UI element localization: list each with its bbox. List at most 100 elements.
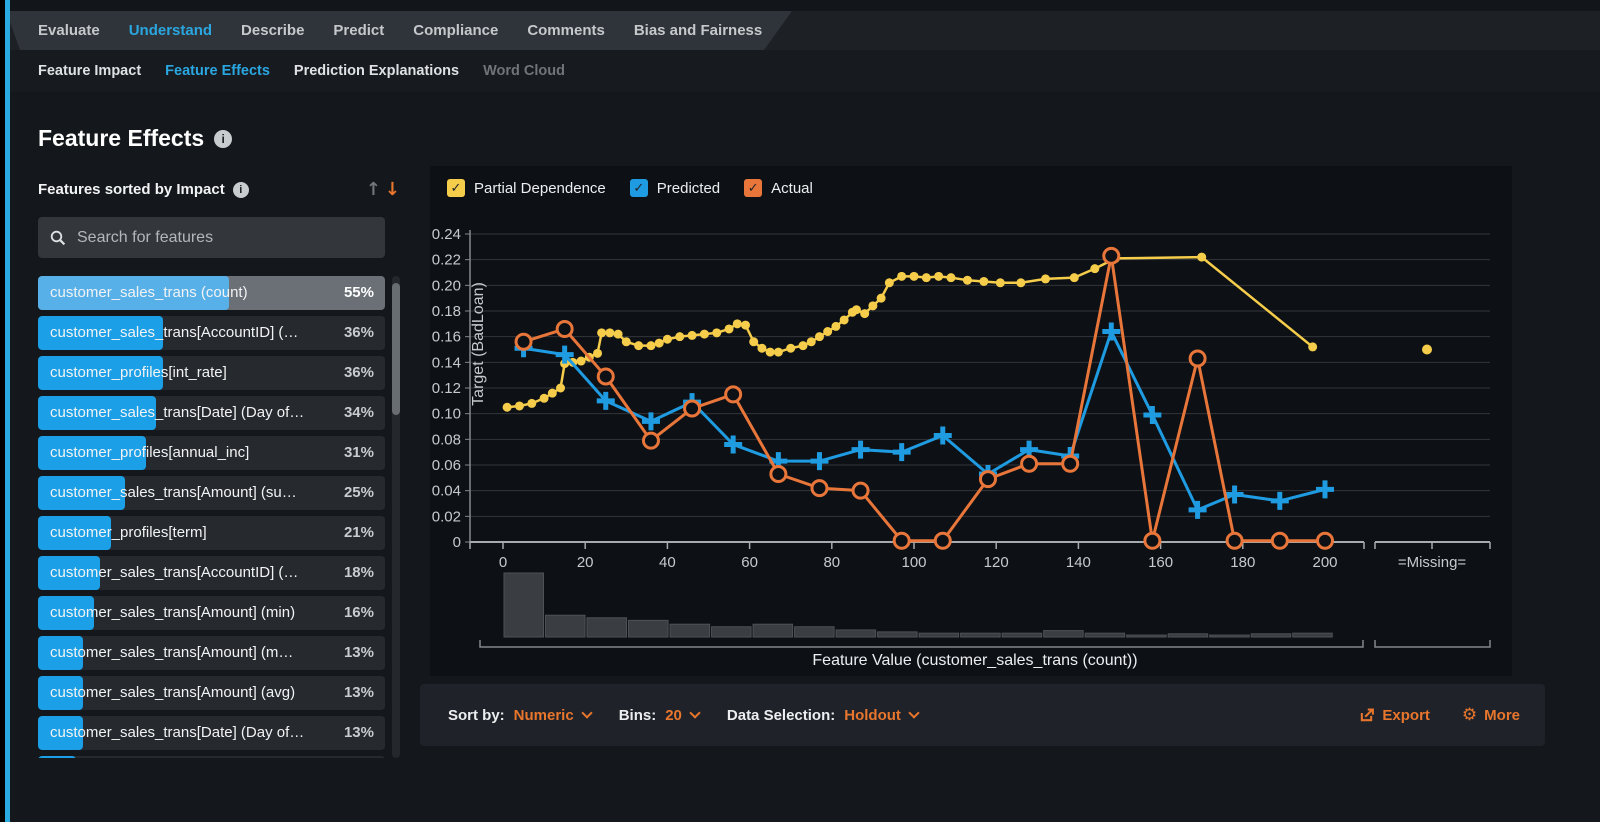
impact-bar [38,396,156,430]
tab-evaluate[interactable]: Evaluate [38,22,100,39]
checkbox-checked-icon[interactable]: ✓ [447,179,465,197]
feature-list-scrollbar[interactable] [392,276,400,758]
subtab-prediction-explanations[interactable]: Prediction Explanations [293,63,460,79]
tab-describe[interactable]: Describe [241,22,305,39]
feature-label: customer_sales_trans[Amount] (avg) [50,684,296,701]
feature-row[interactable]: customer_sales_trans[Amount] (avg) 13% [38,676,385,710]
svg-text:0.18: 0.18 [432,303,461,320]
tab-understand[interactable]: Understand [128,22,213,39]
chart-controls-bar: Sort by: Numeric Bins: 20 Data Selection… [420,684,1545,746]
search-icon [50,230,66,245]
bins-dropdown[interactable]: Bins: 20 [619,707,701,724]
legend-checkbox-actual[interactable]: ✓ Actual [744,179,813,197]
feature-label: customer_profiles[annual_inc] [50,444,250,461]
subtab-feature-impact[interactable]: Feature Impact [38,63,142,79]
search-input[interactable] [75,227,373,248]
left-accent-strip [5,0,10,822]
impact-bar [38,676,84,710]
top-nav-band: Evaluate Understand Describe Predict Com… [0,0,1600,50]
svg-text:180: 180 [1230,554,1255,571]
tab-compliance[interactable]: Compliance [413,22,499,39]
sort-by-dropdown[interactable]: Sort by: Numeric [448,706,593,724]
info-icon[interactable]: i [232,181,249,198]
sort-descending-icon[interactable]: ↓ [384,179,400,200]
impact-percent: 25% [343,484,374,501]
more-button[interactable]: ⚙ More [1462,706,1520,724]
impact-percent: 36% [343,364,374,381]
chevron-down-icon [581,706,593,719]
impact-bar [38,476,125,510]
svg-text:0.22: 0.22 [432,252,461,269]
feature-row[interactable]: customer_profiles[annual_inc] 31% [38,436,385,470]
legend-checkbox-predicted[interactable]: ✓ Predicted [629,179,720,197]
impact-bar [38,516,111,550]
impact-bar [38,756,77,758]
export-button[interactable]: Export [1358,707,1430,724]
impact-percent: 34% [343,404,374,421]
svg-text:0: 0 [499,554,507,571]
feature-label: customer_sales_trans[Amount] (min) [50,604,296,621]
impact-bar [38,596,94,630]
svg-text:0.10: 0.10 [432,406,461,423]
feature-row[interactable]: customer_profiles[term] 21% [38,516,385,550]
page-title-text: Feature Effects [38,125,205,151]
left-edge-strip [0,0,5,822]
svg-text:0.06: 0.06 [432,457,461,474]
chart-actions: Export ⚙ More [1358,706,1520,724]
svg-text:0.08: 0.08 [432,431,461,448]
legend-label: Partial Dependence [474,179,606,197]
feature-label: customer_sales_trans[Amount] (su… [50,484,297,501]
feature-label: customer_sales_trans[Amount] (m… [50,644,294,661]
page-title: Feature Effects i [38,125,233,152]
svg-text:40: 40 [659,554,676,571]
feature-label: customer_profiles[int_rate] [50,364,227,381]
impact-percent: 13% [343,724,374,741]
features-sorted-heading: Features sorted by Impact i ↑ ↓ [38,179,400,200]
feature-search [38,217,385,258]
feature-label: customer_sales_trans[Date] (Day of… [50,404,305,421]
data-selection-label: Data Selection: [726,706,836,724]
data-selection-dropdown[interactable]: Data Selection: Holdout [726,706,920,724]
legend-checkbox-partial-dependence[interactable]: ✓ Partial Dependence [447,179,606,197]
subtab-feature-effects[interactable]: Feature Effects [165,63,270,79]
impact-percent: 13% [343,644,374,661]
impact-bar [38,436,146,470]
feature-row[interactable]: customer_sales_trans[AccountID] (… 18% [38,556,385,590]
feature-impact-list: customer_sales_trans (count) 55% customer_… [38,276,385,758]
feature-effects-chart-panel: ✓ Partial Dependence ✓ Predicted ✓ Actua… [430,166,1512,676]
tab-predict[interactable]: Predict [333,22,385,39]
feature-row[interactable]: customer_sales_trans[Date] (Day of… 34% [38,396,385,430]
svg-text:0.12: 0.12 [432,380,461,397]
feature-row[interactable]: customer_profiles[int_rate] 36% [38,356,385,390]
svg-text:0.04: 0.04 [432,483,461,500]
feature-row[interactable]: customer_sales_trans[Date] (Day of… 13% [38,716,385,750]
impact-percent: 16% [343,604,374,621]
checkbox-checked-icon[interactable]: ✓ [629,179,648,197]
svg-text:0.14: 0.14 [432,354,461,371]
tab-comments[interactable]: Comments [527,22,605,39]
svg-text:0.20: 0.20 [432,277,461,294]
svg-text:160: 160 [1148,554,1173,571]
checkbox-checked-icon[interactable]: ✓ [744,179,763,197]
svg-text:20: 20 [577,554,594,571]
feature-row[interactable]: customer_sales_trans (count) 55% [38,276,385,310]
svg-text:Target (BadLoan): Target (BadLoan) [470,282,487,406]
sort-ascending-icon[interactable]: ↑ [365,179,381,200]
impact-bar [38,636,84,670]
feature-row[interactable] [38,756,385,758]
feature-row[interactable]: customer_sales_trans[Amount] (min) 16% [38,596,385,630]
sort-direction-controls: ↑ ↓ [366,179,400,200]
legend-label: Actual [771,179,813,197]
chevron-down-icon [908,706,920,719]
tab-bias-and-fairness[interactable]: Bias and Fairness [633,22,763,39]
svg-text:0.16: 0.16 [432,329,461,346]
info-icon[interactable]: i [214,129,233,148]
scrollbar-thumb[interactable] [392,283,400,415]
feature-row[interactable]: customer_sales_trans[Amount] (m… 13% [38,636,385,670]
impact-percent: 55% [343,284,374,301]
subtab-word-cloud[interactable]: Word Cloud [483,63,565,79]
feature-row[interactable]: customer_sales_trans[Amount] (su… 25% [38,476,385,510]
impact-percent: 13% [343,684,374,701]
feature-row[interactable]: customer_sales_trans[AccountID] (… 36% [38,316,385,350]
